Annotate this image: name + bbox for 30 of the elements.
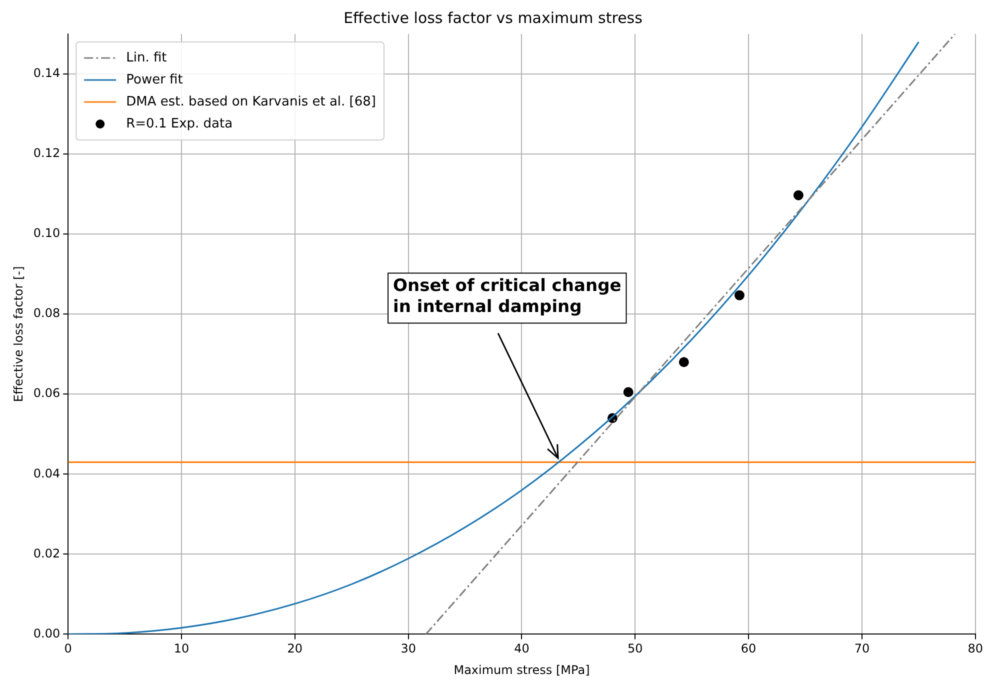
legend-label: Power fit	[126, 72, 183, 88]
y-axis-title: Effective loss factor [-]	[11, 266, 26, 402]
x-tick-label: 0	[64, 642, 72, 656]
point	[734, 290, 744, 300]
y-tick-label: 0.12	[33, 146, 60, 160]
point	[678, 357, 689, 368]
y-tick-label: 0.14	[33, 66, 60, 80]
x-tick-label: 70	[854, 642, 870, 656]
y-tick-label: 0.04	[33, 466, 60, 480]
x-tick-label: 10	[174, 642, 190, 656]
annotation: Onset of critical change in internal damping	[393, 276, 622, 318]
y-tick-label: 0.02	[33, 546, 60, 560]
y-tick-label: 0.00	[33, 626, 60, 640]
y-tick-label: 0.10	[33, 226, 60, 240]
legend-label: DMA est. based on Karvanis et al. [68]	[126, 94, 376, 110]
line-series	[68, 41, 920, 634]
legend-label: Lin. fit	[126, 50, 167, 66]
x-tick-label: 20	[287, 642, 303, 656]
x-tick-label: 30	[400, 642, 416, 656]
y-tick-label: 0.08	[33, 306, 60, 320]
legend-label: R=0.1 Exp. data	[126, 116, 233, 132]
y-tick-label: 0.06	[33, 386, 60, 400]
x-tick-label: 80	[968, 642, 984, 656]
x-tick-label: 50	[628, 642, 643, 656]
point	[623, 387, 634, 398]
chart-title: Effective loss factor vs maximum stress	[344, 8, 643, 27]
x-tick-label: 60	[740, 642, 756, 656]
point	[793, 190, 804, 200]
x-tick-label: 40	[514, 642, 530, 656]
x-axis-title: Maximum stress [MPa]	[454, 662, 590, 677]
